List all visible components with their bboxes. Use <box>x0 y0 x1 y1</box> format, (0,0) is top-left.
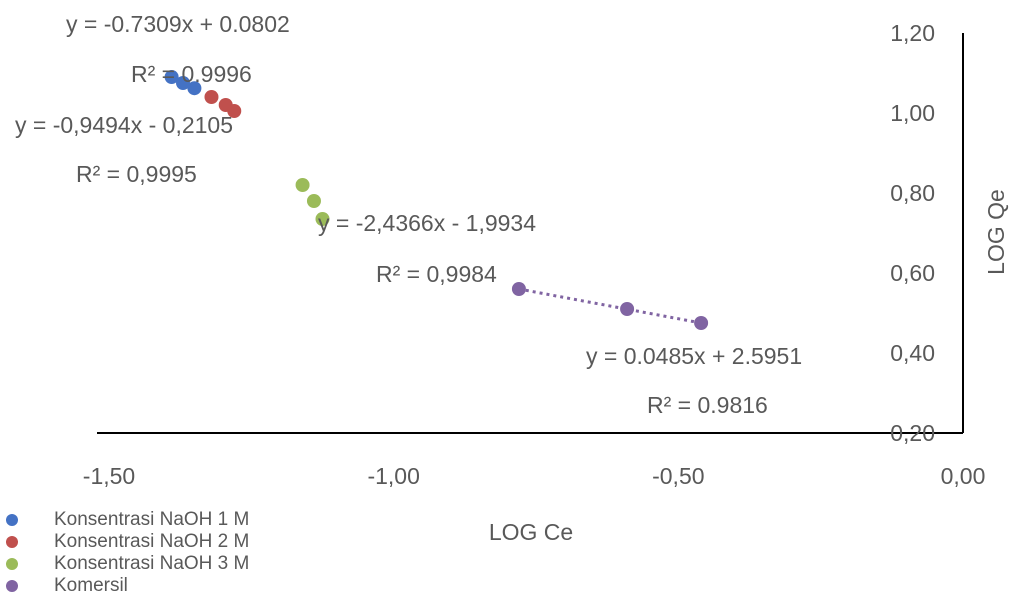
x-tick-label: -1,50 <box>83 463 135 489</box>
y-tick-label: 0,20 <box>890 420 935 446</box>
legend-item-naoh-1m: Konsentrasi NaOH 1 M <box>4 509 249 531</box>
data-point-series-4 <box>511 282 526 296</box>
trendlines <box>518 287 702 325</box>
y-tick-label: 1,20 <box>890 20 935 46</box>
r2-label-series-2: R² = 0,9995 <box>76 161 197 187</box>
legend: Konsentrasi NaOH 1 M Konsentrasi NaOH 2 … <box>4 509 249 597</box>
legend-marker-icon <box>6 558 18 570</box>
data-point-series-1 <box>187 81 202 96</box>
y-axis-title: LOG Qe <box>983 189 1009 275</box>
legend-item-komersil: Komersil <box>4 575 249 597</box>
data-point-series-1 <box>176 76 191 90</box>
equation-label-series-4: y = 0.0485x + 2.5951 <box>586 343 802 369</box>
legend-item-naoh-3m: Konsentrasi NaOH 3 M <box>4 553 249 575</box>
trendline-series-4 <box>518 287 702 325</box>
equation-label-series-1: y = -0.7309x + 0.0802 <box>66 11 290 37</box>
y-tick-label: 1,00 <box>890 100 935 126</box>
y-tick-label: 0,60 <box>890 260 935 286</box>
legend-label: Konsentrasi NaOH 3 M <box>54 553 250 574</box>
x-tick-label: -0,50 <box>652 463 704 489</box>
equation-label-series-3: y = -2,4366x - 1,9934 <box>318 210 536 236</box>
r2-label-series-3: R² = 0,9984 <box>376 261 497 287</box>
legend-marker-icon <box>6 514 18 526</box>
x-tick-label: -1,00 <box>367 463 419 489</box>
data-point-series-4 <box>620 302 635 316</box>
axes <box>97 33 964 434</box>
data-point-series-2 <box>204 90 219 104</box>
legend-label: Konsentrasi NaOH 1 M <box>54 509 250 530</box>
data-point-series-3 <box>306 194 321 208</box>
x-tick-labels: -1,50 -1,00 -0,50 0,00 <box>83 463 986 489</box>
legend-label: Konsentrasi NaOH 2 M <box>54 531 250 552</box>
equation-label-series-2: y = -0,9494x - 0,2105 <box>15 112 233 138</box>
data-point-series-1 <box>164 70 179 84</box>
r2-label-series-4: R² = 0.9816 <box>647 392 768 418</box>
data-point-series-3 <box>315 212 330 226</box>
legend-marker-icon <box>6 536 18 548</box>
data-point-series-3 <box>295 178 310 192</box>
r2-label-series-1: R² = 0.9996 <box>131 61 252 87</box>
data-points <box>164 70 709 330</box>
y-tick-label: 0,40 <box>890 340 935 366</box>
legend-item-naoh-2m: Konsentrasi NaOH 2 M <box>4 531 249 553</box>
legend-label: Komersil <box>54 575 128 596</box>
trendline-annotations: y = -0.7309x + 0.0802 R² = 0.9996 y = -0… <box>15 11 802 418</box>
y-tick-label: 0,80 <box>890 180 935 206</box>
data-point-series-4 <box>694 316 709 330</box>
y-tick-labels: 0,20 0,40 0,60 0,80 1,00 1,20 <box>890 20 935 446</box>
legend-marker-icon <box>6 580 18 592</box>
data-point-series-2 <box>227 104 242 118</box>
x-axis-title: LOG Ce <box>489 519 573 545</box>
x-tick-label: 0,00 <box>941 463 986 489</box>
